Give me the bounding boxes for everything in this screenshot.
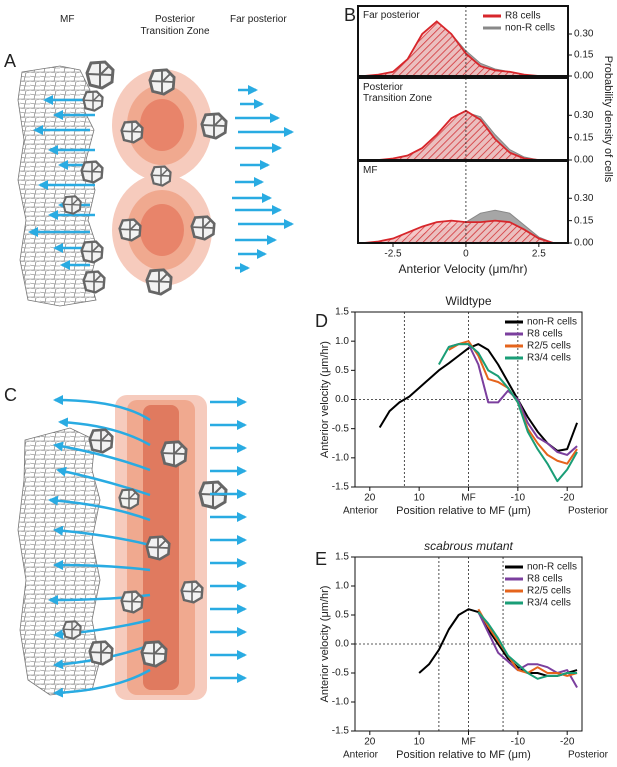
density-area [363, 219, 568, 244]
legend-label: R2/5 cells [527, 586, 571, 597]
y-tick-label: -1.5 [332, 482, 350, 493]
annotation: Posterior [568, 750, 609, 761]
legend-label: non-R cells [505, 23, 555, 34]
chart-title: Far posterior [363, 10, 420, 21]
y-axis-label: Anterior velocity (μm/hr) [319, 586, 331, 703]
diagram-label: Far posterior [230, 14, 287, 25]
chart-title: MF [363, 165, 378, 176]
plot-frame [357, 160, 569, 244]
plot-frame [357, 5, 569, 77]
y-tick-label: -1.0 [332, 452, 350, 463]
x-tick-label: 2.5 [532, 249, 546, 260]
series-line [477, 611, 578, 688]
x-tick-label: MF [461, 737, 475, 748]
y-tick-label: 0.15 [574, 132, 594, 143]
panel-label: A [4, 51, 16, 71]
y-tick-label: 0.00 [574, 155, 594, 166]
annotation: Anterior [343, 750, 379, 761]
x-tick-label: 0 [463, 249, 469, 260]
x-axis-label: Position relative to MF (μm) [396, 505, 531, 517]
x-tick-label: -10 [511, 493, 526, 504]
legend-label: non-R cells [527, 317, 577, 328]
annotation: Posterior [568, 506, 609, 517]
legend-label: R2/5 cells [527, 341, 571, 352]
posterior-arrows [232, 85, 294, 273]
series-line [438, 343, 578, 483]
chart-title: scabrous mutant [424, 539, 513, 553]
x-tick-label: -20 [560, 737, 575, 748]
y-tick-label: 1.0 [335, 581, 349, 592]
legend-label: R8 cells [527, 574, 563, 585]
y-tick-label: 0.15 [574, 215, 594, 226]
y-tick-label: 0.5 [335, 365, 349, 376]
x-tick-label: -2.5 [384, 249, 402, 260]
series-line [477, 611, 578, 680]
x-tick-label: -20 [560, 493, 575, 504]
legend-label: R3/4 cells [527, 598, 571, 609]
legend-label: R8 cells [527, 329, 563, 340]
y-tick-label: 1.5 [335, 552, 349, 563]
x-tick-label: 10 [414, 493, 426, 504]
legend-label: non-R cells [527, 562, 577, 573]
chart: -1.5 -1.0 -0.5 0.0 0.5 1.0 1.5 20 10 MF -10 -20 Wild… [319, 294, 609, 517]
x-tick-label: 20 [364, 737, 376, 748]
panel-label: C [4, 385, 17, 405]
y-tick-label: -1.5 [332, 726, 350, 737]
legend-label: R8 cells [505, 11, 541, 22]
y-axis-label: Probability density of cells [602, 56, 614, 183]
x-tick-label: MF [461, 493, 475, 504]
transition-zone [112, 69, 212, 286]
y-tick-label: 0.00 [574, 238, 594, 249]
legend-label: R3/4 cells [527, 353, 571, 364]
y-tick-label: 0.30 [574, 29, 594, 40]
y-tick-label: 1.0 [335, 336, 349, 347]
anterior-arrows [28, 95, 95, 270]
y-tick-label: -0.5 [332, 423, 350, 434]
chart-title: Posterior Transition Zone [363, 82, 433, 104]
chart: 0.00 0.15 0.30 -2.5 0 2.5 Anterior Velocity (μ… [357, 160, 594, 276]
series-line [378, 343, 579, 452]
y-tick-label: 0.00 [574, 71, 594, 82]
y-tick-label: -1.0 [332, 697, 350, 708]
diagram-label: Posterior Transition Zone [140, 14, 210, 37]
y-tick-label: 0.30 [574, 110, 594, 121]
x-axis-label: Anterior Velocity (μm/hr) [399, 262, 528, 276]
y-tick-label: 0.0 [335, 394, 349, 405]
x-axis-label: Position relative to MF (μm) [396, 749, 531, 761]
y-tick-label: 0.0 [335, 639, 349, 650]
diagram-c [17, 395, 247, 700]
posterior-arrows [210, 397, 247, 683]
annotation: Anterior [343, 506, 379, 517]
y-tick-label: -0.5 [332, 668, 350, 679]
x-tick-label: 20 [364, 493, 376, 504]
y-tick-label: 0.5 [335, 610, 349, 621]
diagram-label: MF [60, 14, 75, 25]
x-tick-label: -10 [511, 737, 526, 748]
y-tick-label: 0.30 [574, 193, 594, 204]
diagram-a [17, 60, 294, 307]
panel-label: B [344, 5, 356, 25]
y-tick-label: 1.5 [335, 307, 349, 318]
chart: -1.5 -1.0 -0.5 0.0 0.5 1.0 1.5 20 10 MF -10 -20 scab… [319, 539, 609, 761]
chart-title: Wildtype [445, 294, 491, 308]
panel-label: D [315, 311, 328, 331]
x-tick-label: 10 [414, 737, 426, 748]
y-axis-label: Anterior velocity (μm/hr) [319, 341, 331, 458]
panel-label: E [315, 549, 327, 569]
cell-mosaic [17, 427, 101, 696]
y-tick-label: 0.15 [574, 50, 594, 61]
